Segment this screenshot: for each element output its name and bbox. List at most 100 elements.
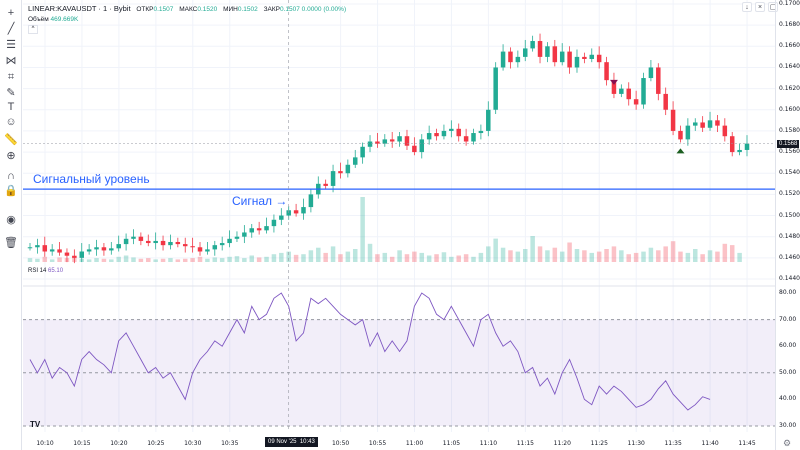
volume-bar — [345, 251, 351, 262]
candle-body — [678, 130, 683, 140]
volume-bar — [619, 250, 624, 262]
high-label: МАКС — [179, 6, 198, 13]
emoji-icon[interactable]: ☺ — [5, 116, 17, 128]
change-value: 0.0000 (0.00%) — [301, 6, 347, 13]
candle-body — [271, 219, 277, 227]
text-icon[interactable]: T — [7, 101, 15, 113]
volume-bar — [582, 250, 587, 262]
drawing-toolbar: + ╱ ☰ ⋈ ⌗ ✎ T ☺ 📏 ⊕ ∩ 🔒 ◉ 🗑 — [0, 0, 22, 450]
candle-body — [49, 249, 55, 252]
sell-marker-icon — [609, 79, 618, 85]
collapse-pane-icon[interactable]: × — [755, 2, 765, 12]
candle-body — [456, 128, 461, 137]
volume-bar — [131, 257, 136, 262]
candle-body — [463, 136, 469, 142]
volume-bar — [57, 257, 62, 262]
volume-bar — [153, 259, 158, 262]
volume-bar — [382, 252, 388, 262]
candle-body — [567, 51, 572, 68]
candle-body — [493, 67, 498, 110]
cursor-icon[interactable]: + — [7, 7, 15, 19]
candle-body — [345, 164, 351, 174]
volume-value: 469.669K — [50, 16, 79, 23]
candle-body — [101, 247, 107, 251]
volume-bar — [685, 252, 691, 262]
candle-body — [382, 139, 388, 144]
magnet-icon[interactable]: ∩ — [7, 170, 15, 182]
volume-bar — [522, 249, 528, 262]
volume-bar — [389, 256, 395, 262]
time-tick: 10:30 — [184, 440, 202, 447]
volume-bar — [656, 250, 661, 262]
rsi-band — [23, 319, 775, 426]
candle-body — [153, 240, 158, 244]
candle-body — [552, 46, 558, 63]
volume-bar — [722, 243, 728, 262]
volume-bar — [160, 258, 166, 262]
zoom-icon[interactable]: ⊕ — [6, 150, 16, 162]
volume-bar — [101, 258, 107, 262]
price-tick: 0.1660 — [779, 42, 800, 50]
candle-body — [648, 67, 654, 79]
time-tick: 11:35 — [664, 440, 682, 447]
volume-bar — [449, 256, 454, 262]
lock-icon[interactable]: 🔒 — [4, 185, 18, 197]
rsi-legend: RSI 14 65.10 — [28, 268, 63, 274]
horizontal-lines-icon[interactable]: ☰ — [6, 39, 16, 51]
trash-icon[interactable]: 🗑 — [4, 237, 18, 249]
price-tick: 0.1460 — [779, 253, 800, 261]
time-tick: 10:15 — [73, 440, 91, 447]
candle-body — [35, 245, 40, 248]
volume-bar — [219, 258, 225, 262]
brush-icon[interactable]: ✎ — [6, 87, 16, 99]
candle-body — [360, 146, 365, 158]
high-value: 0.1520 — [197, 6, 218, 13]
volume-bar — [42, 256, 48, 262]
candle-body — [227, 238, 232, 244]
volume-bar — [352, 249, 358, 262]
volume-bar — [308, 250, 314, 262]
volume-bar — [707, 250, 713, 262]
volume-bar — [35, 258, 40, 262]
candle-body — [352, 157, 358, 165]
volume-bar — [633, 252, 639, 262]
volume-bar — [545, 250, 550, 262]
volume-bar — [471, 256, 476, 262]
price-tick: 0.1500 — [779, 211, 800, 219]
candle-body — [530, 41, 535, 49]
trend-line-icon[interactable]: ╱ — [7, 23, 15, 35]
rsi-value: 65.10 — [48, 268, 64, 274]
projection-icon[interactable]: ⌗ — [7, 71, 15, 83]
volume-bar — [626, 254, 631, 262]
candle-body — [693, 122, 698, 126]
time-tick: 11:10 — [479, 440, 498, 447]
fib-icon[interactable]: ⋈ — [5, 55, 17, 67]
candle-body — [626, 88, 631, 100]
current-price-label: 0.1568 — [777, 140, 800, 148]
price-axis[interactable] — [775, 0, 800, 450]
maximize-pane-icon[interactable]: ▢ — [768, 2, 778, 12]
move-down-icon[interactable]: ↓ — [742, 2, 752, 12]
ruler-icon[interactable]: 📏 — [4, 134, 18, 146]
low-label: МИН — [223, 6, 238, 13]
candle-body — [389, 139, 395, 142]
crosshair-time-label: 09 Nov '25 10:43 — [265, 437, 318, 447]
open-label: ОТКР — [136, 6, 154, 13]
candle-body — [160, 240, 166, 246]
volume-bar — [508, 250, 513, 262]
eye-icon[interactable]: ◉ — [6, 214, 16, 226]
time-tick: 11:40 — [701, 440, 719, 447]
volume-bar — [737, 252, 742, 262]
settings-icon[interactable]: ⚙ — [783, 438, 792, 448]
candle-body — [729, 136, 735, 153]
collapse-legend-button[interactable]: ^ — [28, 25, 38, 34]
volume-bar — [434, 254, 439, 262]
candle-body — [72, 255, 77, 258]
rsi-tick: 30.00 — [779, 422, 797, 429]
candle-body — [234, 236, 240, 239]
candle-body — [426, 133, 432, 140]
price-chart[interactable] — [23, 0, 775, 432]
candle-body — [42, 245, 48, 252]
candle-body — [670, 109, 676, 131]
candle-body — [700, 122, 705, 128]
